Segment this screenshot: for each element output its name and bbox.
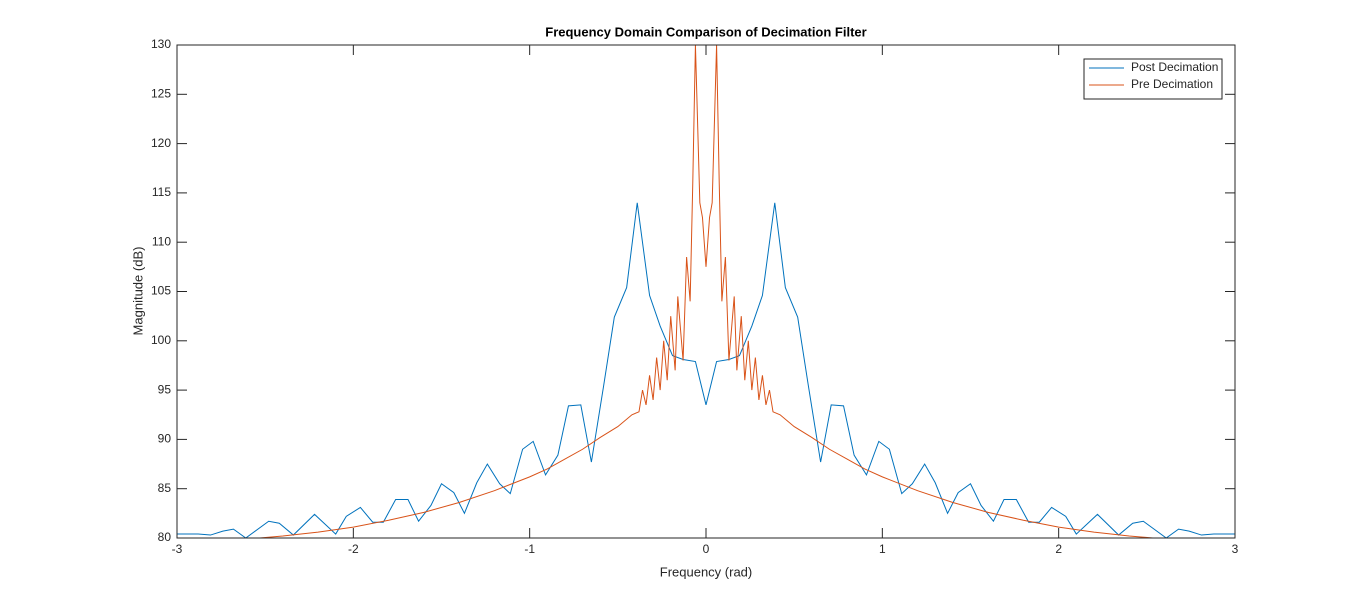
x-tick-label: -1 — [524, 542, 535, 556]
plot-area — [177, 45, 1235, 538]
y-tick-label: 115 — [152, 185, 171, 199]
x-tick-label: 0 — [703, 542, 710, 556]
x-tick-label: 1 — [879, 542, 886, 556]
y-axis-label: Magnitude (dB) — [130, 247, 145, 336]
x-tick-label: 3 — [1232, 542, 1239, 556]
legend-label: Post Decimation — [1131, 60, 1218, 74]
y-tick-label: 130 — [151, 37, 171, 51]
legend-box — [1083, 58, 1223, 100]
y-tick-label: 80 — [158, 530, 172, 544]
y-tick-label: 120 — [151, 136, 171, 150]
x-tick-label: -2 — [348, 542, 359, 556]
x-tick-label: 2 — [1055, 542, 1062, 556]
y-tick-label: 100 — [151, 333, 171, 347]
chart-title: Frequency Domain Comparison of Decimatio… — [545, 24, 866, 39]
y-tick-label: 90 — [158, 432, 172, 446]
y-tick-label: 95 — [158, 382, 172, 396]
y-tick-label: 85 — [158, 481, 172, 495]
x-tick-label: -3 — [172, 542, 183, 556]
x-axis-label: Frequency (rad) — [660, 564, 752, 579]
legend-label: Pre Decimation — [1131, 77, 1213, 91]
lines — [177, 45, 1235, 538]
y-tick-label: 105 — [151, 284, 171, 298]
series-line — [177, 202, 1235, 538]
series-line — [253, 45, 1159, 538]
y-tick-label: 110 — [152, 234, 171, 248]
y-tick-label: 125 — [151, 86, 171, 100]
